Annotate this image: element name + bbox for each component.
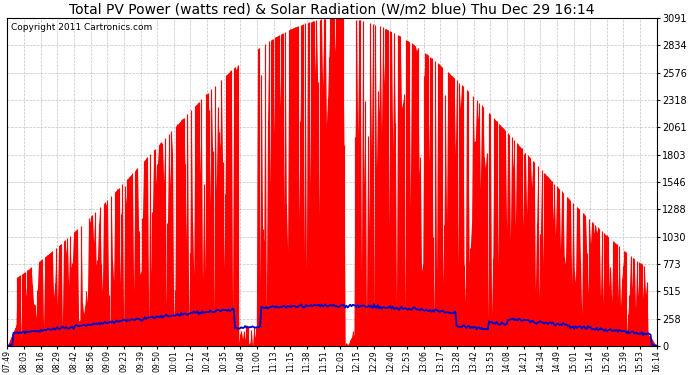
Text: Copyright 2011 Cartronics.com: Copyright 2011 Cartronics.com: [10, 23, 152, 32]
Title: Total PV Power (watts red) & Solar Radiation (W/m2 blue) Thu Dec 29 16:14: Total PV Power (watts red) & Solar Radia…: [69, 3, 595, 17]
